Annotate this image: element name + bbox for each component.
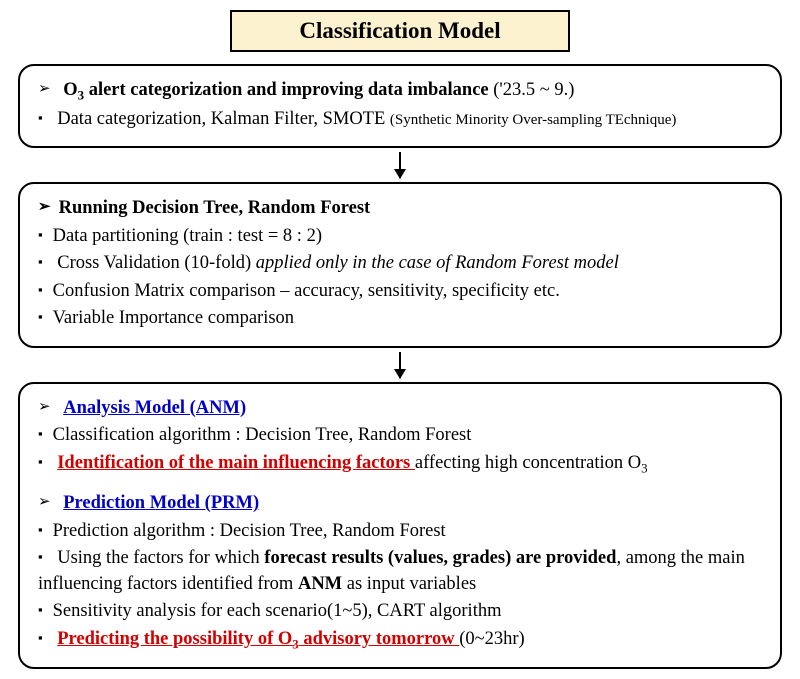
txt: Using the factors for which — [57, 548, 264, 568]
stage2-l2: Cross Validation (10-fold) applied only … — [38, 251, 762, 277]
arrow-1 — [18, 152, 782, 178]
stage-models: Analysis Model (ANM) Classification algo… — [18, 382, 782, 670]
stage-running: Running Decision Tree, Random Forest Dat… — [18, 182, 782, 348]
note: ('23.5 ~ 9.) — [493, 80, 574, 100]
txt: Analysis Model (ANM) — [63, 398, 246, 418]
txt: ANM — [298, 574, 342, 594]
txt: forecast results (values, grades) are pr… — [264, 548, 616, 568]
note: (Synthetic Minority Over-sampling TEchni… — [390, 112, 676, 128]
txt: Cross Validation (10-fold) — [57, 253, 256, 273]
txt: Identification of the main influencing f… — [57, 453, 415, 473]
anm-title: Analysis Model (ANM) — [38, 396, 762, 422]
txt: Predicting the possibility of O — [57, 629, 292, 649]
stage-categorization: O3 alert categorization and improving da… — [18, 64, 782, 148]
stage1-line1: Data categorization, Kalman Filter, SMOT… — [38, 107, 762, 133]
stage2-l1: Data partitioning (train : test = 8 : 2) — [38, 224, 762, 250]
txt: as input variables — [342, 574, 476, 594]
txt: alert categorization and improving data … — [84, 80, 493, 100]
prm-l2: Using the factors for which forecast res… — [38, 546, 762, 597]
stage1-heading: O3 alert categorization and improving da… — [38, 78, 762, 105]
txt: O — [63, 80, 77, 100]
txt: 3 — [641, 460, 647, 475]
prm-l3: Sensitivity analysis for each scenario(1… — [38, 599, 762, 625]
prm-l1: Prediction algorithm : Decision Tree, Ra… — [38, 519, 762, 545]
arrow-2 — [18, 352, 782, 378]
txt: (0~23hr) — [459, 629, 525, 649]
prm-title: Prediction Model (PRM) — [38, 491, 762, 517]
txt: Data categorization, Kalman Filter, SMOT… — [57, 109, 390, 129]
txt-ital: applied only in the case of Random Fores… — [256, 253, 619, 273]
prm-l4: Predicting the possibility of O3 advisor… — [38, 627, 762, 654]
stage2-heading: Running Decision Tree, Random Forest — [38, 196, 762, 222]
stage2-l4: Variable Importance comparison — [38, 306, 762, 332]
diagram-title: Classification Model — [230, 10, 570, 52]
txt: Prediction Model (PRM) — [63, 493, 259, 513]
anm-l1: Classification algorithm : Decision Tree… — [38, 423, 762, 449]
stage2-l3: Confusion Matrix comparison – accuracy, … — [38, 279, 762, 305]
txt: affecting high concentration O — [415, 453, 641, 473]
anm-l2: Identification of the main influencing f… — [38, 451, 762, 478]
txt: advisory tomorrow — [299, 629, 455, 649]
